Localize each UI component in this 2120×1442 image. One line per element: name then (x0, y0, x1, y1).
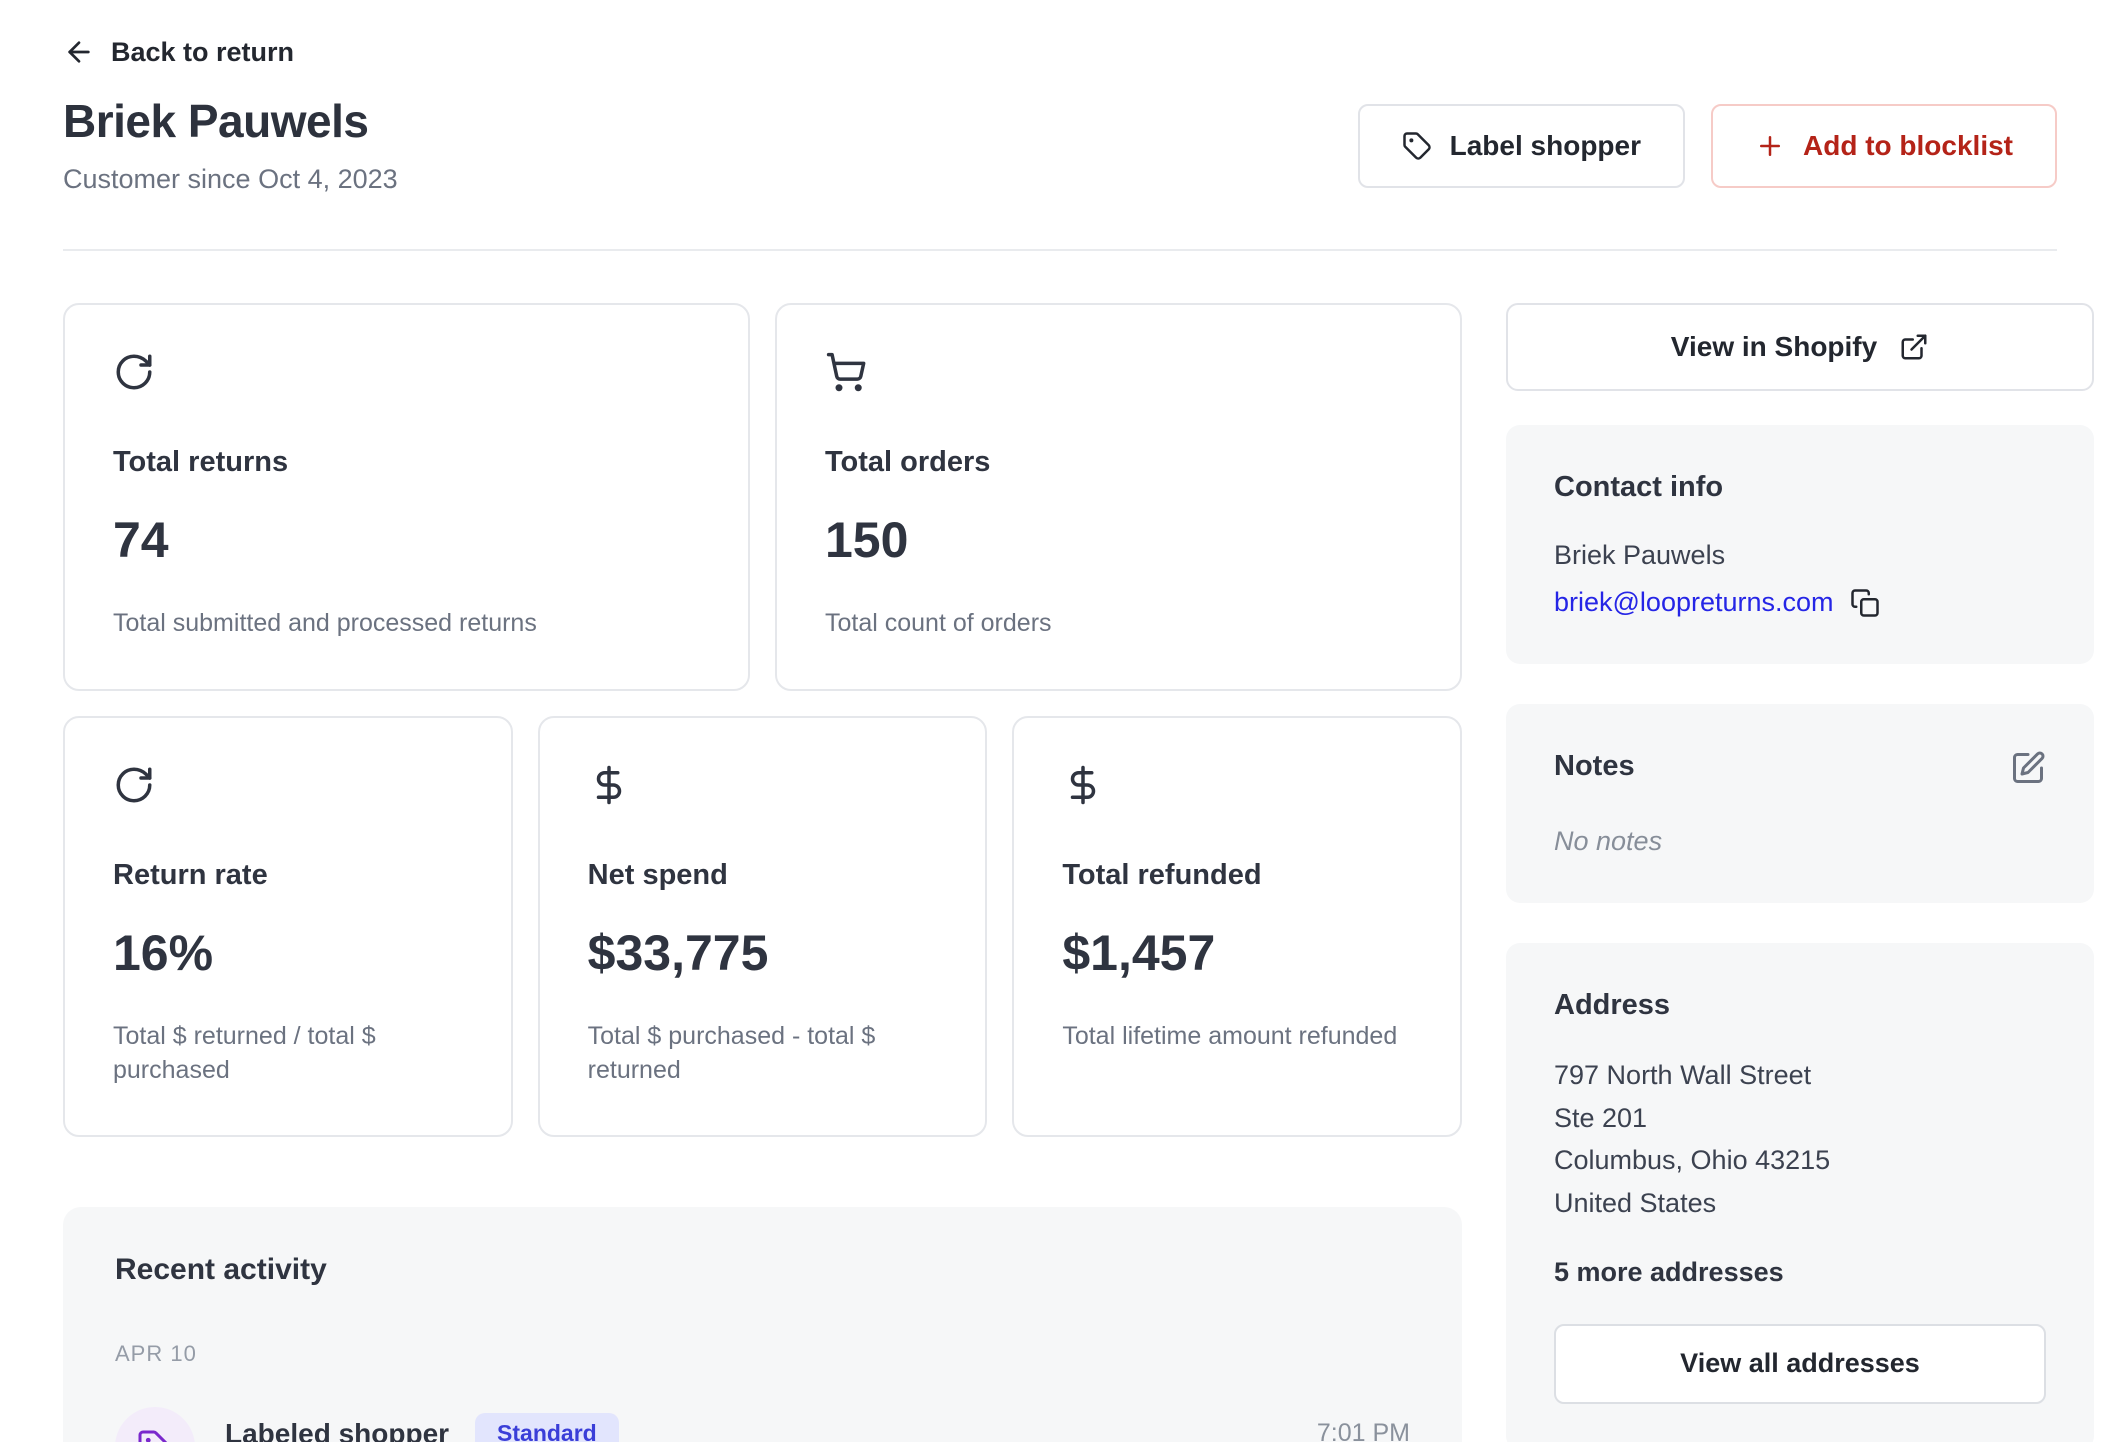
stat-description: Total lifetime amount refunded (1062, 1021, 1398, 1050)
recent-activity-panel: Recent activity APR 10 Labeled shopper S… (63, 1207, 1462, 1442)
stat-description: Total submitted and processed returns (113, 609, 537, 637)
stat-title: Total refunded (1062, 858, 1262, 891)
notes-title: Notes (1554, 750, 1635, 782)
title-block: Briek Pauwels Customer since Oct 4, 2023 (63, 94, 398, 195)
edit-notes-button[interactable] (2010, 750, 2046, 786)
stat-card-total-orders: Total orders 150 Total count of orders (775, 303, 1462, 691)
stat-value: 150 (825, 512, 909, 568)
tag-icon (1402, 131, 1432, 161)
activity-body: Labeled shopper Standard by Briek Pauwel… (225, 1407, 1287, 1442)
header-actions: Label shopper Add to blocklist (1357, 104, 2057, 188)
activity-event-title: Labeled shopper (225, 1417, 450, 1442)
stat-description: Total $ returned / total $ purchased (113, 1021, 376, 1084)
activity-timestamp: 7:01 PM (1316, 1419, 1410, 1442)
stat-title: Total orders (825, 446, 991, 478)
edit-pencil-icon (2010, 750, 2046, 786)
view-in-shopify-label: View in Shopify (1670, 331, 1878, 362)
rotate-cw-icon (113, 351, 155, 393)
stat-value: 16% (113, 924, 214, 981)
copy-email-button[interactable] (1850, 588, 1880, 618)
label-shopper-label: Label shopper (1449, 130, 1641, 161)
notes-card: Notes No notes (1506, 704, 2094, 903)
address-lines: 797 North Wall Street Ste 201 Columbus, … (1554, 1054, 2046, 1225)
stat-card-net-spend: Net spend $33,775 Total $ purchased - to… (537, 715, 988, 1138)
view-in-shopify-button[interactable]: View in Shopify (1506, 303, 2094, 391)
add-to-blocklist-button[interactable]: Add to blocklist (1711, 104, 2057, 188)
stat-card-total-returns: Total returns 74 Total submitted and pro… (63, 303, 750, 691)
plus-icon (1755, 131, 1785, 161)
external-link-icon (1899, 332, 1929, 362)
stat-card-return-rate: Return rate 16% Total $ returned / total… (63, 715, 513, 1138)
address-line-2: Ste 201 (1554, 1102, 1648, 1133)
customer-since-text: Customer since Oct 4, 2023 (63, 164, 398, 194)
header-divider (63, 249, 2057, 251)
activity-date-group: APR 10 (115, 1341, 197, 1367)
stat-description: Total count of orders (825, 609, 1052, 637)
back-link-label: Back to return (111, 36, 295, 67)
address-title: Address (1554, 989, 1671, 1021)
stat-card-total-refunded: Total refunded $1,457 Total lifetime amo… (1012, 715, 1462, 1138)
add-to-blocklist-label: Add to blocklist (1803, 130, 2013, 161)
stat-title: Total returns (113, 446, 289, 478)
page-title: Briek Pauwels (63, 95, 369, 147)
stat-value: $33,775 (587, 924, 769, 981)
copy-icon (1850, 588, 1880, 618)
stat-title: Return rate (113, 858, 268, 891)
label-shopper-button[interactable]: Label shopper (1357, 104, 1685, 188)
view-all-addresses-button[interactable]: View all addresses (1554, 1323, 2046, 1404)
activity-icon-circle (115, 1407, 195, 1442)
cart-icon (825, 351, 867, 393)
main-column: Total returns 74 Total submitted and pro… (63, 303, 1462, 1442)
contact-name: Briek Pauwels (1554, 540, 1726, 570)
dollar-icon (588, 764, 630, 806)
address-line-1: 797 North Wall Street (1554, 1060, 1812, 1090)
stat-value: $1,457 (1062, 924, 1216, 981)
more-addresses-text: 5 more addresses (1554, 1256, 1784, 1287)
address-card: Address 797 North Wall Street Ste 201 Co… (1506, 943, 2094, 1442)
notes-empty-text: No notes (1554, 826, 1663, 856)
stat-description: Total $ purchased - total $ returned (587, 1021, 876, 1084)
recent-activity-title: Recent activity (115, 1253, 327, 1287)
tag-icon (137, 1429, 173, 1442)
page-header: Briek Pauwels Customer since Oct 4, 2023… (63, 94, 2057, 195)
contact-info-card: Contact info Briek Pauwels briek@loopret… (1506, 425, 2094, 664)
stat-value: 74 (113, 512, 169, 568)
contact-info-title: Contact info (1554, 471, 1724, 503)
address-line-3: Columbus, Ohio 43215 (1554, 1145, 1831, 1176)
rotate-cw-icon (113, 764, 155, 806)
label-badge: Standard (475, 1413, 619, 1442)
activity-item: Labeled shopper Standard by Briek Pauwel… (115, 1407, 1410, 1442)
stat-title: Net spend (587, 858, 728, 891)
sidebar: View in Shopify Contact info Briek Pauwe… (1506, 303, 2094, 1442)
arrow-left-icon (63, 36, 95, 68)
contact-email-link[interactable]: briek@loopreturns.com (1554, 587, 1834, 617)
dollar-icon (1062, 764, 1104, 806)
address-line-4: United States (1554, 1187, 1717, 1218)
back-to-return-link[interactable]: Back to return (63, 0, 294, 68)
